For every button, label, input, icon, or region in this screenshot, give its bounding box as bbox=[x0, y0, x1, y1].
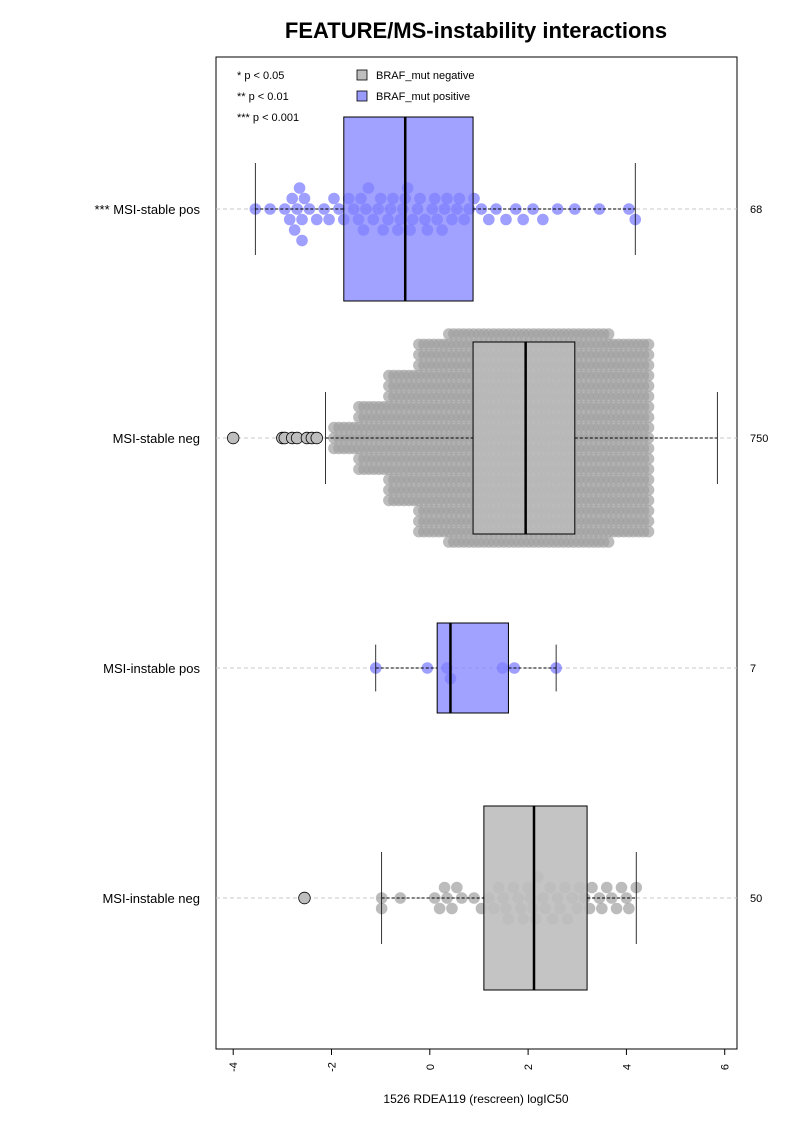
data-point bbox=[642, 484, 655, 496]
data-point bbox=[279, 203, 291, 215]
significance-legend: * p < 0.05 ** p < 0.01 *** p < 0.001 bbox=[237, 70, 299, 124]
box-iqr bbox=[343, 116, 474, 302]
data-point bbox=[642, 338, 655, 351]
box-plots bbox=[254, 116, 718, 991]
data-point bbox=[642, 494, 655, 507]
data-point bbox=[615, 881, 628, 894]
box-iqr bbox=[472, 341, 576, 535]
data-point bbox=[642, 421, 655, 434]
data-point bbox=[600, 881, 613, 894]
legend-swatch bbox=[356, 69, 368, 81]
data-point bbox=[298, 192, 311, 205]
category-label: MSI-instable pos bbox=[103, 661, 200, 676]
data-point bbox=[527, 203, 539, 215]
data-point bbox=[642, 369, 655, 382]
data-point bbox=[642, 359, 655, 372]
data-point bbox=[333, 203, 345, 215]
category-label: MSI-instable neg bbox=[102, 891, 200, 906]
data-point bbox=[642, 463, 655, 476]
data-point bbox=[642, 401, 655, 413]
data-point bbox=[642, 390, 655, 403]
x-tick-label: 6 bbox=[720, 1064, 732, 1070]
category-label: *** MSI-stable pos bbox=[95, 202, 201, 217]
data-point bbox=[293, 182, 306, 194]
x-tick-label: 0 bbox=[425, 1064, 437, 1070]
count-label: 68 bbox=[750, 204, 762, 216]
outlier-point bbox=[227, 431, 240, 445]
data-point bbox=[642, 411, 655, 424]
data-point bbox=[286, 192, 298, 205]
category-label: MSI-stable neg bbox=[113, 431, 200, 446]
significance-legend-entry: * p < 0.05 bbox=[237, 70, 284, 82]
x-tick-label: -2 bbox=[327, 1062, 339, 1072]
legend-entry: BRAF_mut negative bbox=[376, 70, 474, 82]
data-point bbox=[602, 328, 615, 340]
data-point bbox=[288, 224, 301, 236]
data-point bbox=[475, 203, 488, 215]
data-point bbox=[602, 536, 615, 548]
data-point bbox=[642, 473, 655, 486]
x-tick-label: 2 bbox=[523, 1064, 535, 1070]
outlier-point bbox=[310, 431, 323, 445]
data-point bbox=[620, 892, 633, 904]
data-point bbox=[500, 213, 512, 226]
data-point bbox=[551, 203, 564, 215]
data-point bbox=[605, 892, 618, 904]
data-point bbox=[537, 213, 549, 226]
data-point bbox=[318, 203, 330, 215]
x-axis-label: 1526 RDEA119 (rescreen) logIC50 bbox=[383, 1092, 569, 1106]
data-point bbox=[446, 902, 458, 915]
data-point bbox=[303, 203, 316, 215]
data-point bbox=[428, 892, 441, 904]
color-legend: BRAF_mut negative BRAF_mut positive bbox=[356, 69, 474, 103]
count-label: 50 bbox=[750, 893, 762, 905]
data-point bbox=[490, 203, 502, 215]
count-label: 750 bbox=[750, 433, 768, 445]
legend-swatch bbox=[356, 90, 368, 102]
category-guides bbox=[216, 208, 737, 899]
data-point bbox=[433, 902, 446, 915]
data-point bbox=[394, 892, 407, 904]
significance-legend-entry: ** p < 0.01 bbox=[237, 91, 289, 103]
data-point bbox=[517, 213, 529, 226]
data-point bbox=[642, 453, 655, 465]
data-point bbox=[264, 203, 276, 215]
data-point bbox=[328, 192, 340, 205]
data-point bbox=[596, 902, 608, 915]
data-point bbox=[642, 525, 655, 538]
x-tick-label: 4 bbox=[621, 1064, 633, 1070]
significance-legend-entry: *** p < 0.001 bbox=[237, 112, 299, 124]
data-point bbox=[296, 213, 308, 226]
outlier-point bbox=[298, 891, 311, 905]
data-point bbox=[310, 213, 323, 226]
x-axis: -4 -2 0 2 4 6 bbox=[228, 1048, 732, 1072]
data-point bbox=[438, 881, 451, 894]
box-iqr bbox=[436, 622, 509, 714]
data-point bbox=[642, 515, 655, 527]
x-tick-label: -4 bbox=[228, 1062, 240, 1072]
data-point bbox=[323, 213, 335, 226]
count-label: 7 bbox=[750, 663, 756, 675]
legend-entry: BRAF_mut positive bbox=[376, 91, 470, 103]
data-point bbox=[610, 902, 623, 915]
data-point bbox=[642, 432, 655, 444]
outlier-points bbox=[227, 431, 323, 905]
box-iqr bbox=[483, 805, 588, 991]
data-point bbox=[642, 442, 655, 455]
data-point bbox=[451, 881, 463, 894]
data-point bbox=[586, 881, 598, 894]
data-point bbox=[642, 349, 655, 361]
data-point bbox=[283, 213, 296, 226]
data-point bbox=[482, 213, 495, 226]
category-labels: *** MSI-stable pos MSI-stable neg MSI-inst… bbox=[95, 202, 201, 906]
chart-title: FEATURE/MS-instability interactions bbox=[285, 18, 667, 43]
data-point bbox=[642, 505, 655, 517]
data-point bbox=[296, 234, 308, 247]
data-point bbox=[642, 380, 655, 392]
data-point bbox=[623, 902, 635, 915]
